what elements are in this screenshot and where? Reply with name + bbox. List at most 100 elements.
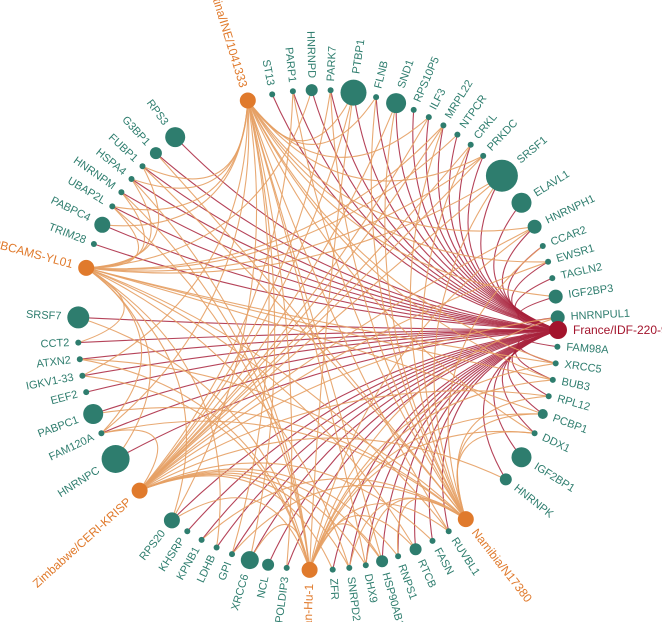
protein-node-trim28[interactable] xyxy=(90,241,97,247)
protein-node-xrcc6[interactable] xyxy=(240,551,259,570)
edge-layer xyxy=(78,89,559,571)
interaction-edge xyxy=(501,226,559,331)
strain-label-argentina: Argentina/INE/1041333 xyxy=(201,0,251,89)
interaction-edge xyxy=(86,125,444,270)
protein-node-bub3[interactable] xyxy=(549,376,556,383)
interaction-edge xyxy=(375,97,559,331)
protein-node-hnrnpul1[interactable] xyxy=(550,310,565,325)
interaction-edge xyxy=(309,226,535,571)
interaction-edge xyxy=(139,175,503,492)
protein-node-hspa4[interactable] xyxy=(128,176,135,182)
protein-label-igf2bp1: IGF2BP1 xyxy=(532,461,577,495)
protein-node-flnb[interactable] xyxy=(373,94,380,101)
protein-node-ncl[interactable] xyxy=(262,558,275,571)
protein-node-pabpc1[interactable] xyxy=(83,404,104,424)
protein-node-hnrnpk[interactable] xyxy=(499,473,512,486)
protein-node-zfr[interactable] xyxy=(329,566,336,573)
interaction-edge xyxy=(86,155,484,272)
interaction-edge xyxy=(139,125,444,491)
protein-node-ewsr1[interactable] xyxy=(545,258,552,265)
strain-node-argentina[interactable] xyxy=(239,92,256,109)
protein-label-rpl12: RPL12 xyxy=(556,393,592,414)
interaction-edge xyxy=(142,165,559,331)
protein-node-igkv1-33[interactable] xyxy=(79,372,86,379)
protein-node-rtcb[interactable] xyxy=(409,543,422,556)
protein-node-parp1[interactable] xyxy=(289,88,296,95)
interaction-edge xyxy=(330,90,467,520)
interaction-edge xyxy=(86,89,313,269)
interaction-edge xyxy=(139,437,507,492)
strain-node-wuhan[interactable] xyxy=(301,561,318,578)
protein-node-rps3[interactable] xyxy=(165,127,186,148)
protein-node-cct2[interactable] xyxy=(75,339,82,346)
protein-node-igf2bp1[interactable] xyxy=(511,447,532,468)
protein-node-ruvbl1[interactable] xyxy=(445,528,452,535)
interaction-edge xyxy=(396,497,467,557)
protein-label-hnrnpul1: HNRNPUL1 xyxy=(570,308,630,323)
protein-label-xrcc6: XRCC6 xyxy=(229,573,251,612)
protein-node-snd1[interactable] xyxy=(386,93,407,114)
protein-node-elavl1[interactable] xyxy=(511,192,532,213)
protein-node-rps10p5[interactable] xyxy=(410,106,417,113)
protein-node-rpl12[interactable] xyxy=(545,393,552,400)
interaction-edge xyxy=(155,152,559,331)
protein-label-snd1: SND1 xyxy=(396,58,417,90)
protein-node-hnrnpc[interactable] xyxy=(101,445,130,473)
protein-node-srsf1[interactable] xyxy=(485,159,518,192)
protein-node-hnrnph1[interactable] xyxy=(527,219,542,234)
protein-node-srsf7[interactable] xyxy=(67,306,90,329)
protein-node-park7[interactable] xyxy=(327,87,334,94)
protein-node-kpnb1[interactable] xyxy=(198,536,205,543)
protein-node-ddx1[interactable] xyxy=(531,430,538,437)
strain-node-namibia[interactable] xyxy=(457,511,474,528)
protein-node-ntpcr[interactable] xyxy=(454,131,461,138)
protein-node-ubap2l[interactable] xyxy=(109,203,116,210)
interaction-edge xyxy=(247,100,430,158)
protein-label-hnrnpc: HNRNPC xyxy=(56,465,102,500)
interaction-edge xyxy=(309,379,553,571)
interaction-edge xyxy=(247,100,450,532)
protein-node-crkl[interactable] xyxy=(467,141,474,148)
interaction-edge xyxy=(86,206,140,269)
protein-label-igkv1-33: IGKV1-33 xyxy=(25,372,75,393)
protein-node-hsp90ab1[interactable] xyxy=(376,555,389,568)
protein-node-fam120a[interactable] xyxy=(98,430,105,437)
protein-node-hnrnpd[interactable] xyxy=(305,84,318,97)
protein-label-hnrnpd: HNRNPD xyxy=(304,31,317,78)
protein-node-eef2[interactable] xyxy=(83,389,90,396)
protein-node-hnrnpm[interactable] xyxy=(118,189,125,196)
protein-node-pcbp1[interactable] xyxy=(537,409,548,419)
interaction-edge xyxy=(86,267,556,364)
protein-node-xrcc5[interactable] xyxy=(552,360,559,367)
protein-node-dhx9[interactable] xyxy=(362,562,369,569)
protein-node-fam98a[interactable] xyxy=(554,343,561,350)
protein-node-ldhb[interactable] xyxy=(213,544,220,551)
protein-node-st13[interactable] xyxy=(269,91,276,98)
protein-node-rps20[interactable] xyxy=(163,512,180,529)
protein-node-tagln2[interactable] xyxy=(549,275,556,282)
protein-node-pabpc4[interactable] xyxy=(94,216,111,233)
protein-label-trim28: TRIM28 xyxy=(47,221,88,246)
protein-node-khsrp[interactable] xyxy=(184,528,191,535)
protein-node-igf2bp3[interactable] xyxy=(548,289,563,304)
protein-node-poldip3[interactable] xyxy=(283,564,290,571)
protein-node-rnps1[interactable] xyxy=(395,553,402,560)
strain-node-france[interactable] xyxy=(549,321,567,339)
protein-node-g3bp1[interactable] xyxy=(149,147,162,160)
protein-node-mrpl22[interactable] xyxy=(440,122,447,129)
protein-node-fasn[interactable] xyxy=(429,537,436,544)
protein-label-rtcb: RTCB xyxy=(415,558,438,590)
strain-node-ipbcams[interactable] xyxy=(78,259,95,276)
strain-label-wuhan: Wuhan-Hu-1 xyxy=(300,583,316,622)
protein-node-snrpd2[interactable] xyxy=(346,564,353,571)
interaction-edge xyxy=(155,152,467,520)
protein-node-ptbp1[interactable] xyxy=(340,79,367,106)
protein-node-fubp1[interactable] xyxy=(139,163,146,170)
protein-node-prkdc[interactable] xyxy=(480,152,487,159)
protein-node-atxn2[interactable] xyxy=(76,356,83,363)
strain-node-zimbabwe[interactable] xyxy=(131,482,148,499)
protein-node-ccar2[interactable] xyxy=(539,243,546,249)
protein-node-gpi[interactable] xyxy=(229,551,235,558)
interaction-edge xyxy=(370,97,467,520)
protein-node-ilf3[interactable] xyxy=(425,114,432,121)
